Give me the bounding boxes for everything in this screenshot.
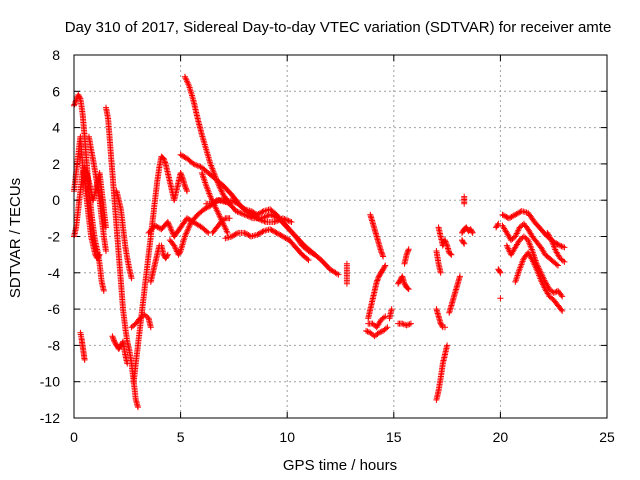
- series-markers: [435, 224, 455, 258]
- series-sat-track-late-24: [544, 229, 568, 265]
- series-markers: [222, 226, 312, 264]
- series-sat-track-mid-9: [209, 215, 233, 236]
- series-sat-track-late-15: [461, 193, 468, 207]
- series-markers: [446, 273, 463, 316]
- series-sat-track-late-2: [363, 324, 391, 340]
- y-tick-label: 2: [52, 156, 60, 172]
- series-markers: [497, 295, 504, 302]
- x-tick-label: 20: [493, 429, 509, 445]
- series-sat-track-late-11: [435, 224, 455, 258]
- series-sat-track-late-19: [497, 295, 504, 302]
- series-markers: [459, 224, 476, 236]
- series-sat-track-mid-8: [222, 226, 312, 264]
- series-markers: [433, 342, 451, 403]
- y-tick-label: 4: [52, 120, 60, 136]
- series-sat-track-late-17: [493, 220, 502, 231]
- series-markers: [395, 320, 414, 329]
- x-tick-label: 25: [599, 429, 615, 445]
- series-sat-track-late-14: [459, 224, 476, 236]
- tick-marks: [73, 54, 608, 419]
- series-markers: [459, 237, 468, 247]
- series-markers: [401, 246, 412, 267]
- series-sat-track-late-5: [386, 306, 395, 322]
- series-sat-track-late-6: [395, 273, 412, 293]
- series-markers: [395, 273, 412, 293]
- series-sat-track-late-3: [365, 313, 389, 331]
- series-markers: [493, 220, 502, 231]
- series-markers: [113, 188, 135, 282]
- y-tick-label: 8: [52, 47, 60, 63]
- chart-title: Day 310 of 2017, Sidereal Day-to-day VTE…: [65, 19, 612, 36]
- x-axis-label: GPS time / hours: [283, 457, 397, 474]
- series-markers: [343, 260, 350, 287]
- series-markers: [433, 306, 448, 331]
- series-sat-track-mid-10: [343, 260, 350, 287]
- series-sat-track-late-23: [512, 249, 566, 314]
- series-markers: [109, 333, 131, 367]
- y-tick-label: -4: [48, 265, 61, 281]
- series-sat-track-early-10: [130, 153, 173, 385]
- series-markers: [544, 229, 568, 265]
- series-sat-track-early-7: [109, 333, 131, 367]
- y-tick-label: -2: [48, 229, 61, 245]
- series-sat-track-late-21: [499, 220, 561, 269]
- series-sat-track-early-4: [77, 329, 88, 363]
- y-tick-label: 6: [52, 83, 60, 99]
- x-tick-label: 10: [279, 429, 295, 445]
- grid-lines: [74, 55, 607, 418]
- y-tick-label: -10: [40, 374, 60, 390]
- series-markers: [386, 306, 395, 322]
- x-tick-labels: 0 5 10 15 20 25: [70, 429, 615, 445]
- x-tick-label: 15: [386, 429, 402, 445]
- y-tick-label: -8: [48, 337, 61, 353]
- series-markers: [365, 262, 389, 322]
- series-sat-track-early-5: [85, 133, 109, 254]
- series-markers: [209, 215, 233, 236]
- series-markers: [166, 170, 190, 204]
- y-tick-label: -12: [40, 410, 60, 426]
- series-markers: [85, 133, 109, 254]
- y-tick-label: 0: [52, 192, 60, 208]
- series-sat-track-late-13: [446, 273, 463, 316]
- series-sat-track-late-16: [459, 237, 468, 247]
- series-markers: [512, 249, 566, 314]
- series-sat-track-mid-7: [203, 197, 318, 258]
- y-tick-label: -6: [48, 301, 61, 317]
- series-markers: [365, 313, 389, 331]
- series-sat-track-late-12: [433, 248, 444, 276]
- series-markers: [77, 329, 88, 363]
- series-sat-track-late-8: [395, 320, 414, 329]
- series-sat-track-early-8: [113, 188, 135, 282]
- series-markers: [495, 266, 504, 276]
- series-markers: [363, 324, 391, 340]
- series-sat-track-late-4: [367, 211, 387, 260]
- series-sat-track-late-18: [495, 266, 504, 276]
- x-tick-label: 5: [177, 429, 185, 445]
- series-sat-track-mid-2: [166, 170, 190, 204]
- plot-border: [73, 54, 608, 419]
- series-sat-track-late-7: [401, 246, 412, 267]
- x-tick-label: 0: [70, 429, 78, 445]
- series-sat-track-early-11: [147, 242, 171, 285]
- series-sat-track-late-9: [433, 306, 448, 331]
- series-markers: [499, 220, 561, 269]
- series-markers: [130, 153, 173, 385]
- series-sat-track-late-1: [365, 262, 389, 322]
- series-markers: [461, 193, 468, 207]
- series-markers: [433, 248, 444, 276]
- series-markers: [147, 242, 171, 285]
- series-markers: [367, 211, 387, 260]
- series-sat-track-late-10: [433, 342, 451, 403]
- y-tick-labels: -12 -10 -8 -6 -4 -2 0 2 4 6 8: [40, 47, 60, 426]
- series-markers: [203, 197, 318, 258]
- data-points: [71, 73, 568, 411]
- y-axis-label: SDTVAR / TECUs: [7, 178, 24, 298]
